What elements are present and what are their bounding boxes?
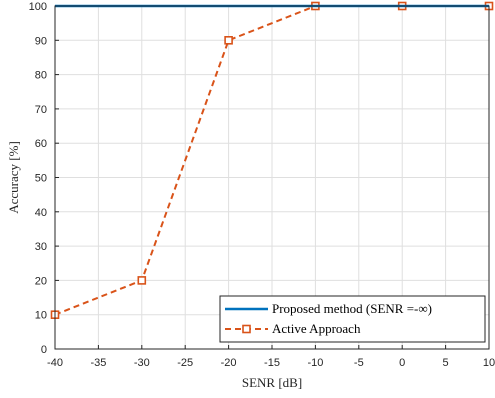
x-tick-label: -5 bbox=[354, 357, 364, 369]
data-point-marker bbox=[137, 276, 147, 285]
legend-box bbox=[219, 295, 486, 343]
legend-label-active: Active Approach bbox=[272, 321, 361, 336]
x-tick-label: -30 bbox=[134, 357, 150, 369]
y-tick-label: 0 bbox=[41, 344, 47, 356]
y-tick-labels: 0 10 20 30 40 50 60 70 80 90 100 bbox=[29, 1, 47, 356]
y-tick-label: 20 bbox=[35, 275, 47, 287]
y-tick-label: 50 bbox=[35, 173, 47, 185]
y-tick-label: 70 bbox=[35, 104, 47, 116]
x-tick-label: 5 bbox=[443, 357, 449, 369]
legend-marker-active bbox=[242, 324, 251, 334]
legend: Proposed method (SENR =-∞) Active Approa… bbox=[219, 295, 486, 343]
x-tick-label: -10 bbox=[307, 357, 323, 369]
y-axis-title: Accuracy [%] bbox=[6, 141, 21, 214]
x-tick-label: -15 bbox=[264, 357, 280, 369]
x-tick-labels: -40 -35 -30 -25 -20 -15 -10 -5 0 5 10 bbox=[47, 357, 495, 369]
y-tick-label: 30 bbox=[35, 241, 47, 253]
y-tick-label: 100 bbox=[29, 1, 47, 13]
x-axis-title: SENR [dB] bbox=[242, 375, 302, 390]
x-tick-label: -40 bbox=[47, 357, 63, 369]
legend-label-proposed: Proposed method (SENR =-∞) bbox=[272, 301, 432, 316]
y-tick-label: 40 bbox=[35, 207, 47, 219]
y-tick-label: 10 bbox=[35, 310, 47, 322]
data-point-marker bbox=[224, 35, 233, 45]
y-tick-label: 90 bbox=[35, 35, 47, 47]
y-tick-label: 80 bbox=[35, 70, 47, 82]
x-tick-label: -20 bbox=[221, 357, 237, 369]
plot-frame bbox=[54, 5, 490, 350]
x-tick-label: -25 bbox=[177, 357, 193, 369]
x-tick-label: -35 bbox=[90, 357, 106, 369]
y-tick-label: 60 bbox=[35, 138, 47, 150]
x-tick-label: 10 bbox=[483, 357, 495, 369]
x-tick-label: 0 bbox=[399, 357, 405, 369]
